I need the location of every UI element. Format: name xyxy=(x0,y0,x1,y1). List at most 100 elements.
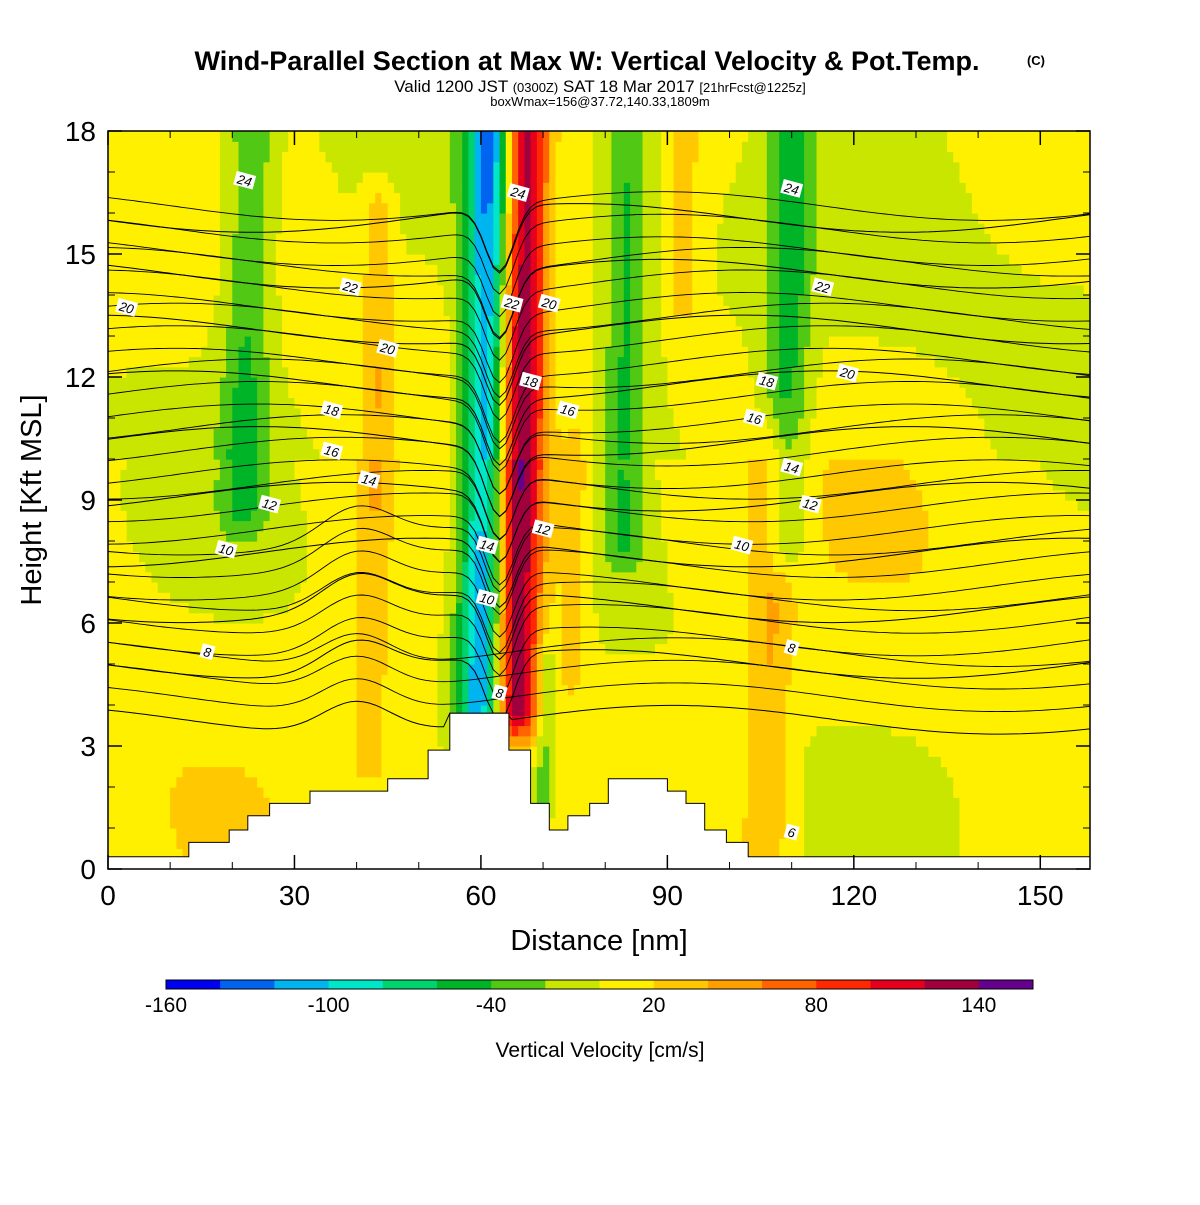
field-cell xyxy=(511,561,519,573)
field-cell xyxy=(145,356,153,368)
field-cell xyxy=(219,254,227,265)
field-cell xyxy=(449,233,457,245)
field-cell xyxy=(511,705,519,716)
field-cell xyxy=(443,664,451,675)
field-cell xyxy=(474,223,482,235)
field-cell xyxy=(511,325,519,337)
field-cell xyxy=(219,448,227,460)
field-cell xyxy=(337,182,345,194)
field-cell xyxy=(238,571,246,583)
field-cell xyxy=(207,469,215,481)
field-cell xyxy=(275,366,283,378)
field-cell xyxy=(176,787,184,798)
field-cell xyxy=(263,387,271,399)
field-cell xyxy=(530,756,538,768)
field-cell xyxy=(226,161,233,173)
field-cell xyxy=(493,254,501,265)
valid-time-utc: (0300Z) xyxy=(513,80,559,95)
field-cell xyxy=(108,479,115,491)
field-cell xyxy=(257,305,264,317)
field-cell xyxy=(319,735,327,747)
field-cell xyxy=(406,623,414,634)
field-cell xyxy=(139,623,146,634)
field-cell xyxy=(443,284,451,296)
field-cell xyxy=(114,366,122,378)
field-cell xyxy=(375,776,383,788)
field-cell xyxy=(344,489,351,501)
field-cell xyxy=(313,582,320,593)
field-cell xyxy=(313,756,320,768)
field-cell xyxy=(120,489,128,501)
field-cell xyxy=(431,664,439,675)
field-cell xyxy=(499,172,507,183)
field-cell xyxy=(120,459,128,470)
field-cell xyxy=(126,520,134,532)
field-cell xyxy=(369,510,376,522)
field-cell xyxy=(126,500,134,511)
field-cell xyxy=(393,582,401,593)
field-cell xyxy=(170,213,177,224)
field-cell xyxy=(132,161,140,173)
field-cell xyxy=(145,725,153,737)
field-cell xyxy=(282,776,289,788)
field-cell xyxy=(437,735,445,747)
field-cell xyxy=(188,766,196,778)
field-cell xyxy=(474,131,482,142)
field-cell xyxy=(487,500,494,511)
field-cell xyxy=(331,254,339,265)
field-cell xyxy=(282,233,289,245)
field-cell xyxy=(244,694,252,706)
field-cell xyxy=(275,489,283,501)
field-cell xyxy=(493,664,501,675)
field-cell xyxy=(400,705,407,716)
field-cell xyxy=(300,182,308,194)
field-cell xyxy=(139,192,146,204)
field-cell xyxy=(120,694,128,706)
field-cell xyxy=(493,469,501,481)
field-cell xyxy=(387,623,395,634)
field-cell xyxy=(145,715,153,727)
field-cell xyxy=(424,592,432,604)
field-cell xyxy=(319,264,327,276)
field-cell xyxy=(120,428,128,440)
field-cell xyxy=(400,520,407,532)
field-cell xyxy=(207,612,215,624)
field-cell xyxy=(499,336,507,347)
field-cell xyxy=(188,592,196,604)
field-cell xyxy=(294,725,302,737)
field-cell xyxy=(362,438,370,450)
field-cell xyxy=(381,561,389,573)
field-cell xyxy=(263,151,271,163)
field-cell xyxy=(207,459,215,470)
field-cell xyxy=(306,284,314,296)
field-cell xyxy=(337,336,345,347)
field-cell xyxy=(207,182,215,194)
field-cell xyxy=(505,264,513,276)
field-cell xyxy=(536,756,544,768)
field-cell xyxy=(300,295,308,306)
field-cell xyxy=(263,674,271,686)
field-cell xyxy=(443,571,451,583)
field-cell xyxy=(213,469,221,481)
field-cell xyxy=(499,387,507,399)
field-cell xyxy=(381,284,389,296)
field-cell xyxy=(114,213,122,224)
field-cell xyxy=(232,397,240,409)
field-cell xyxy=(294,612,302,624)
field-cell xyxy=(387,274,395,286)
field-cell xyxy=(387,664,395,675)
field-cell xyxy=(244,438,252,450)
field-cell xyxy=(250,479,258,491)
field-cell xyxy=(213,325,221,337)
field-cell xyxy=(120,787,128,798)
field-cell xyxy=(163,684,171,696)
field-cell xyxy=(306,274,314,286)
field-cell xyxy=(406,643,414,655)
field-cell xyxy=(530,489,538,501)
field-cell xyxy=(257,807,264,819)
field-cell xyxy=(524,551,532,563)
field-cell xyxy=(238,674,246,686)
field-cell xyxy=(219,223,227,235)
field-cell xyxy=(282,151,289,163)
field-cell xyxy=(139,530,146,542)
